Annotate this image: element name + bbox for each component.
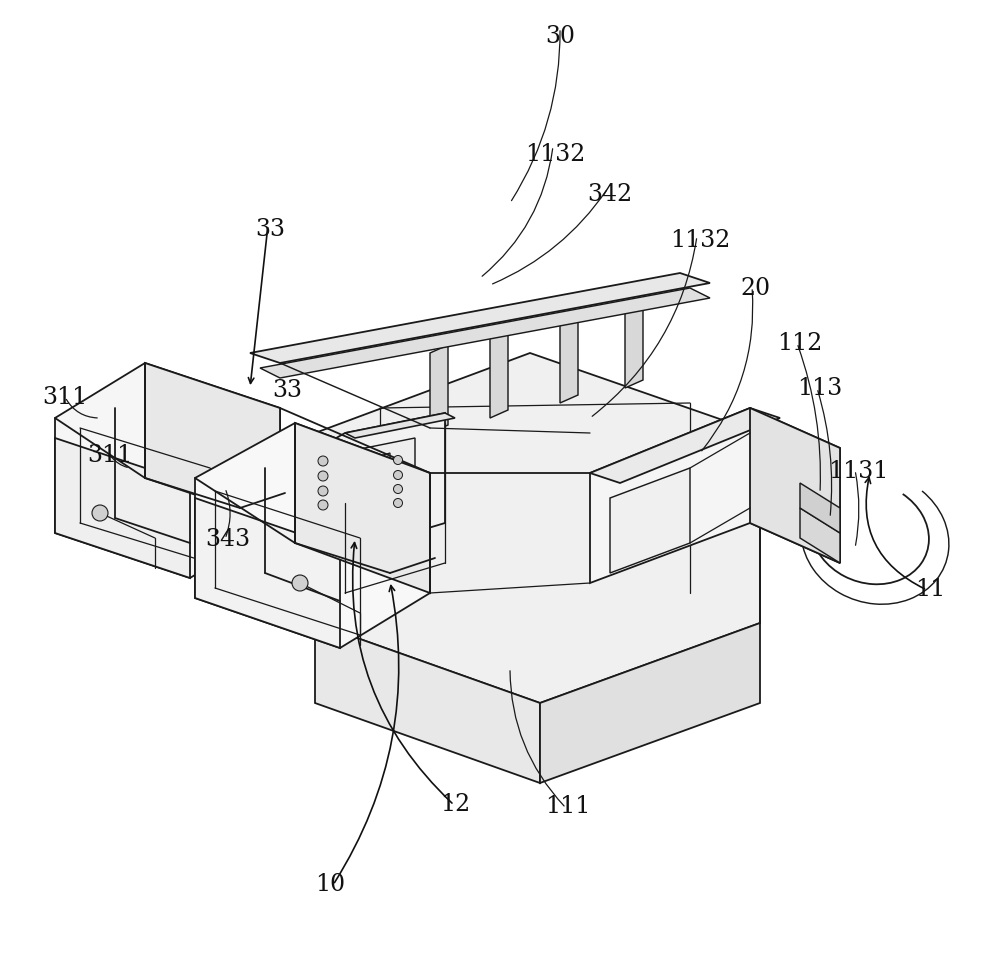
Polygon shape	[430, 345, 448, 433]
Text: 33: 33	[272, 378, 302, 402]
Polygon shape	[800, 508, 840, 563]
Polygon shape	[590, 408, 780, 483]
Text: 11: 11	[915, 578, 945, 601]
Circle shape	[318, 456, 328, 466]
Text: 111: 111	[545, 795, 591, 819]
Polygon shape	[145, 363, 280, 523]
Polygon shape	[55, 438, 190, 578]
Circle shape	[318, 500, 328, 510]
Circle shape	[394, 499, 402, 508]
Polygon shape	[490, 330, 508, 418]
Polygon shape	[55, 363, 280, 578]
Text: 343: 343	[205, 528, 251, 551]
Circle shape	[318, 486, 328, 496]
Text: 12: 12	[440, 793, 470, 816]
Text: 33: 33	[255, 218, 285, 241]
Circle shape	[394, 471, 402, 480]
Text: 30: 30	[545, 25, 575, 48]
Polygon shape	[590, 408, 840, 583]
Polygon shape	[750, 408, 840, 563]
Polygon shape	[195, 423, 430, 648]
Text: 311: 311	[42, 386, 88, 409]
Polygon shape	[250, 273, 710, 363]
Text: 1132: 1132	[670, 229, 730, 252]
Text: 1131: 1131	[828, 460, 888, 483]
Circle shape	[318, 471, 328, 481]
Circle shape	[292, 575, 308, 591]
Polygon shape	[315, 623, 540, 783]
Text: 113: 113	[797, 377, 843, 400]
Polygon shape	[560, 315, 578, 403]
Polygon shape	[260, 288, 710, 378]
Polygon shape	[195, 498, 340, 648]
Text: 311: 311	[87, 444, 133, 467]
Text: 342: 342	[587, 183, 633, 206]
Circle shape	[394, 484, 402, 493]
Text: 112: 112	[777, 332, 823, 355]
Circle shape	[394, 455, 402, 464]
Polygon shape	[800, 483, 840, 533]
Polygon shape	[310, 413, 445, 558]
Polygon shape	[295, 423, 430, 593]
Polygon shape	[345, 413, 455, 438]
Polygon shape	[328, 453, 390, 508]
Text: 10: 10	[315, 872, 345, 896]
Circle shape	[92, 505, 108, 521]
Polygon shape	[315, 353, 760, 703]
Polygon shape	[610, 468, 690, 573]
Polygon shape	[625, 300, 643, 388]
Polygon shape	[540, 623, 760, 783]
Text: 20: 20	[740, 277, 770, 300]
Text: 1132: 1132	[525, 143, 585, 166]
Polygon shape	[315, 438, 415, 553]
